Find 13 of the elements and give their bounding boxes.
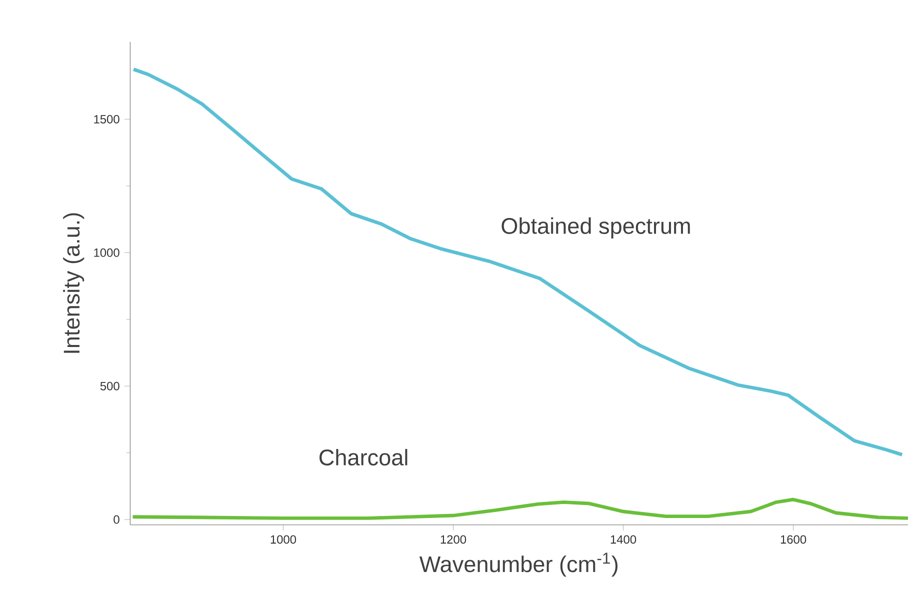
y-tick-label: 0 [114,516,120,524]
x-tick-label: 1400 [610,535,636,544]
x-tick-label: 1000 [270,535,296,544]
y-tick-label: 1500 [94,115,120,124]
y-tick-label: 500 [100,382,120,391]
y-tick-label: 1000 [94,248,120,258]
x-tick-label: 1200 [440,535,466,544]
y-axis-title: Intensity (a.u.) [63,213,84,354]
x-axis-title: Wavenumber (cm$^{-1}$) [419,553,618,577]
text: Charcoal [320,449,408,466]
series-label: Obtained spectrum [502,218,690,239]
line-series [131,498,908,520]
x-tick-label: 1600 [780,535,806,544]
